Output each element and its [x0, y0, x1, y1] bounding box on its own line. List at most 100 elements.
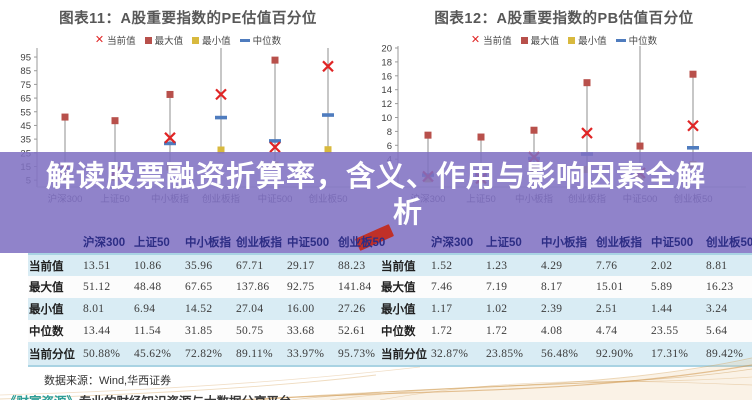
table-cell: 23.85%	[485, 342, 540, 367]
table-cell: 1.72	[431, 325, 453, 337]
footer-rest-text: 专业的财经知识资源与大数据分享平台	[79, 395, 292, 400]
table-cell: 89.42%	[705, 342, 752, 367]
中位数-marker-icon	[615, 38, 626, 42]
pe-chart-title: 图表11：A股重要指数的PE估值百分位	[59, 11, 317, 27]
table-cell: 5.89	[651, 281, 673, 293]
table-cell: 72.82%	[184, 342, 235, 367]
svg-text:95: 95	[20, 53, 31, 64]
table-column-header: 创业板50	[706, 236, 752, 249]
table-cell: 4.29	[540, 253, 595, 276]
legend-label: 最大值	[154, 36, 184, 47]
table-column-header: 创业板指	[236, 236, 282, 249]
table-row: 中位数 13.44 11.54 31.85 50.75 33.68 52.61	[28, 320, 388, 342]
table-column-header: 创业板50	[338, 236, 386, 249]
table-cell: 7.19	[486, 281, 508, 293]
table-row: 中位数 1.72 1.72 4.08 4.74 23.55 5.64	[380, 320, 752, 342]
svg-text:6: 6	[387, 141, 392, 152]
table-row: 最大值 7.46 7.19 8.17 15.01 5.89 16.23	[380, 276, 752, 298]
svg-text:55: 55	[20, 107, 31, 118]
最大值-marker-icon	[520, 36, 528, 44]
legend-item: 最大值	[520, 33, 560, 47]
svg-text:18: 18	[381, 57, 392, 68]
table-cell: 29.17	[286, 253, 337, 276]
table-cell: 8.81	[705, 253, 752, 276]
svg-text:8: 8	[387, 127, 392, 138]
table-cell: 45.62%	[133, 342, 184, 367]
最大值-marker-icon	[144, 36, 152, 44]
pe-table-body: 当前值 13.51 10.86 35.96 67.71 29.17 88.23 最大值 51.1…	[28, 253, 388, 367]
row-label: 当前值	[28, 253, 82, 276]
table-cell: 2.51	[596, 303, 618, 315]
svg-text:45: 45	[20, 121, 31, 132]
table-cell: 2.02	[650, 253, 705, 276]
table-column-header: 中小板指	[185, 236, 231, 249]
table-cell: 1.52	[430, 253, 485, 276]
table-cell: 17.31%	[650, 342, 705, 367]
table-column-header: 沪深300	[83, 236, 126, 249]
table-cell: 67.65	[185, 281, 213, 293]
table-row: 当前值 13.51 10.86 35.96 67.71 29.17 88.23	[28, 253, 388, 276]
table-cell: 6.94	[134, 303, 156, 315]
table-cell: 1.02	[486, 303, 508, 315]
table-cell: 1.72	[486, 325, 508, 337]
table-cell: 32.87%	[430, 342, 485, 367]
pb-table-header: 沪深300 上证50 中小板指 创业板指 中证500 创业板50	[380, 230, 752, 254]
table-cell: 3.24	[706, 303, 728, 315]
legend-item: 最小值	[568, 33, 607, 47]
legend-item: ✕ 当前值	[471, 33, 512, 47]
pb-chart-title: 图表12：A股重要指数的PB估值百分位	[434, 11, 694, 27]
table-cell: 92.75	[287, 281, 315, 293]
table-cell: 48.48	[134, 281, 162, 293]
footer-partial-text: 《财富资源》专业的财经知识资源与大数据分享平台	[4, 391, 424, 400]
legend-item: 中位数	[615, 33, 658, 47]
row-label: 当前值	[380, 253, 430, 276]
row-label: 最小值	[381, 304, 416, 316]
table-row: 最大值 51.12 48.48 67.65 137.86 92.75 141.84	[28, 276, 388, 298]
table-cell: 7.46	[431, 281, 453, 293]
pe-table-header: 沪深300 上证50 中小板指 创业板指 中证500 创业板50	[28, 230, 388, 254]
legend-item: 中位数	[239, 33, 281, 47]
headline-line1: 解读股票融资折算率，含义、作用与影响因素全解	[45, 161, 706, 193]
table-row: 当前分位 50.88% 45.62% 72.82% 89.11% 33.97% 95.73%	[28, 342, 388, 367]
table-cell: 27.26	[338, 303, 366, 315]
当前值-marker-icon: ✕	[94, 33, 105, 46]
legend-label: 最大值	[530, 36, 560, 47]
legend-label: 最小值	[202, 36, 231, 47]
table-cell: 92.90%	[595, 342, 650, 367]
legend-item: ✕ 当前值	[95, 33, 136, 47]
pb-chart-legend: ✕ 当前值 最大值 最小值 中位数	[376, 33, 752, 47]
table-cell: 10.86	[133, 253, 184, 276]
table-cell: 1.23	[485, 253, 540, 276]
table-column-header: 中小板指	[541, 236, 587, 249]
row-label: 当前分位	[380, 342, 430, 367]
pb-data-table: 沪深300 上证50 中小板指 创业板指 中证500 创业板50 当前值 1.52 1.23 4…	[380, 230, 752, 367]
table-cell: 51.12	[83, 281, 111, 293]
row-label: 中位数	[29, 326, 64, 338]
svg-text:35: 35	[20, 135, 31, 146]
row-label: 最大值	[381, 282, 416, 294]
table-cell: 137.86	[236, 281, 270, 293]
row-label: 最大值	[29, 282, 64, 294]
table-cell: 67.71	[235, 253, 286, 276]
table-cell: 8.01	[83, 303, 105, 315]
pb-table-body: 当前值 1.52 1.23 4.29 7.76 2.02 8.81 最大值 7.46 7.19 8.…	[380, 253, 752, 367]
最小值-marker-icon	[192, 36, 200, 44]
row-label: 当前分位	[28, 342, 82, 367]
table-cell: 95.73%	[337, 342, 388, 367]
table-cell: 89.11%	[235, 342, 286, 367]
table-cell: 141.84	[338, 281, 372, 293]
table-column-header: 中证500	[287, 236, 330, 249]
legend-label: 最小值	[578, 36, 607, 47]
最小值-marker-icon	[568, 36, 576, 44]
table-row: 当前分位 32.87% 23.85% 56.48% 92.90% 17.31% 89.42%	[380, 342, 752, 367]
table-cell: 13.44	[83, 325, 111, 337]
table-cell: 33.68	[287, 325, 315, 337]
table-cell: 4.74	[596, 325, 618, 337]
svg-text:14: 14	[381, 85, 392, 96]
legend-label: 中位数	[628, 36, 658, 47]
pe-data-table: 沪深300 上证50 中小板指 创业板指 中证500 创业板50 当前值 13.51 10.8…	[28, 230, 388, 367]
svg-text:16: 16	[381, 71, 392, 82]
table-cell: 4.08	[541, 325, 563, 337]
table-column-header: 上证50	[134, 236, 170, 249]
table-column-header: 中证500	[651, 236, 694, 249]
